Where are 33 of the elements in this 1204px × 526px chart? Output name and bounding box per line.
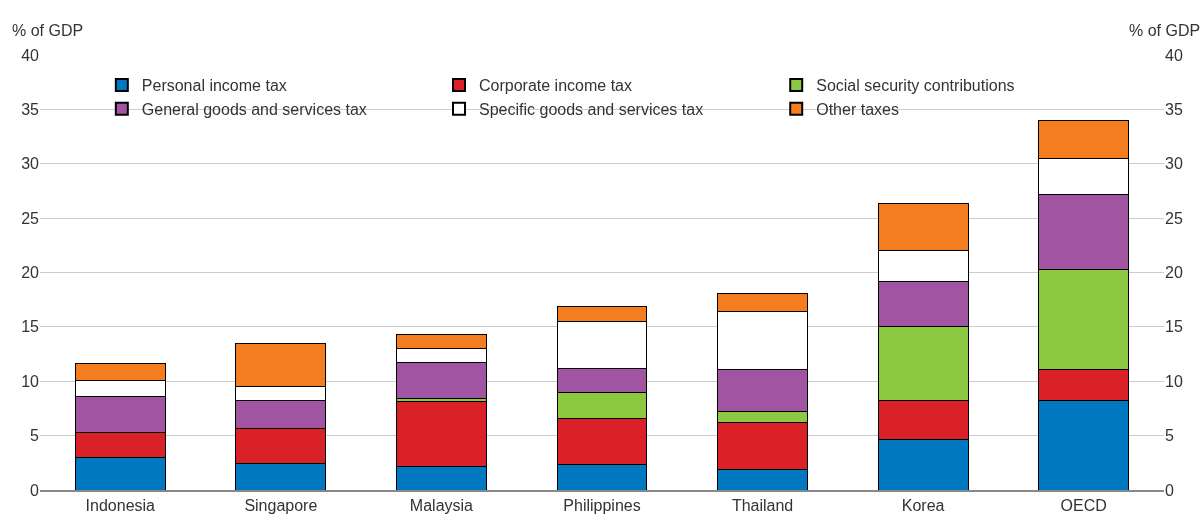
- legend-label: Other taxes: [816, 100, 899, 118]
- y-axis-title: % of GDP: [12, 22, 84, 39]
- y2-tick-label: 30: [1165, 155, 1183, 173]
- y-tick-label: 15: [21, 318, 40, 336]
- y-tick-label: 35: [21, 100, 40, 118]
- y2-tick-label: 20: [1165, 264, 1183, 282]
- y2-axis-title: % of GDP: [1129, 22, 1201, 39]
- y-tick-label: 30: [21, 155, 40, 173]
- y2-tick-label: 40: [1165, 46, 1183, 64]
- y-tick-label: 10: [21, 372, 40, 390]
- x-tick-label: Singapore: [244, 497, 318, 515]
- y2-tick-label: 0: [1165, 481, 1174, 499]
- y-tick-label: 5: [30, 427, 40, 445]
- y2-tick-label: 15: [1165, 318, 1183, 336]
- legend-label: Specific goods and services tax: [479, 100, 704, 118]
- legend-label: Personal income tax: [141, 77, 287, 95]
- y2-tick-label: 5: [1165, 427, 1174, 445]
- y2-tick-label: 10: [1165, 372, 1183, 390]
- x-tick-label: OECD: [1060, 497, 1107, 515]
- legend-label: Social security contributions: [816, 77, 1015, 95]
- x-tick-label: Korea: [901, 497, 945, 515]
- legend-label: General goods and services tax: [141, 100, 367, 118]
- y-tick-label: 0: [30, 481, 40, 499]
- x-tick-label: Malaysia: [409, 497, 474, 515]
- legend-label: Corporate income tax: [479, 77, 632, 95]
- x-tick-label: Thailand: [731, 497, 794, 515]
- y-tick-label: 20: [21, 264, 40, 282]
- x-tick-label: Philippines: [563, 497, 641, 515]
- x-tick-label: Indonesia: [85, 497, 156, 515]
- y-tick-label: 40: [21, 46, 40, 64]
- y-tick-label: 25: [21, 209, 40, 227]
- y2-tick-label: 35: [1165, 100, 1183, 118]
- y2-tick-label: 25: [1165, 209, 1183, 227]
